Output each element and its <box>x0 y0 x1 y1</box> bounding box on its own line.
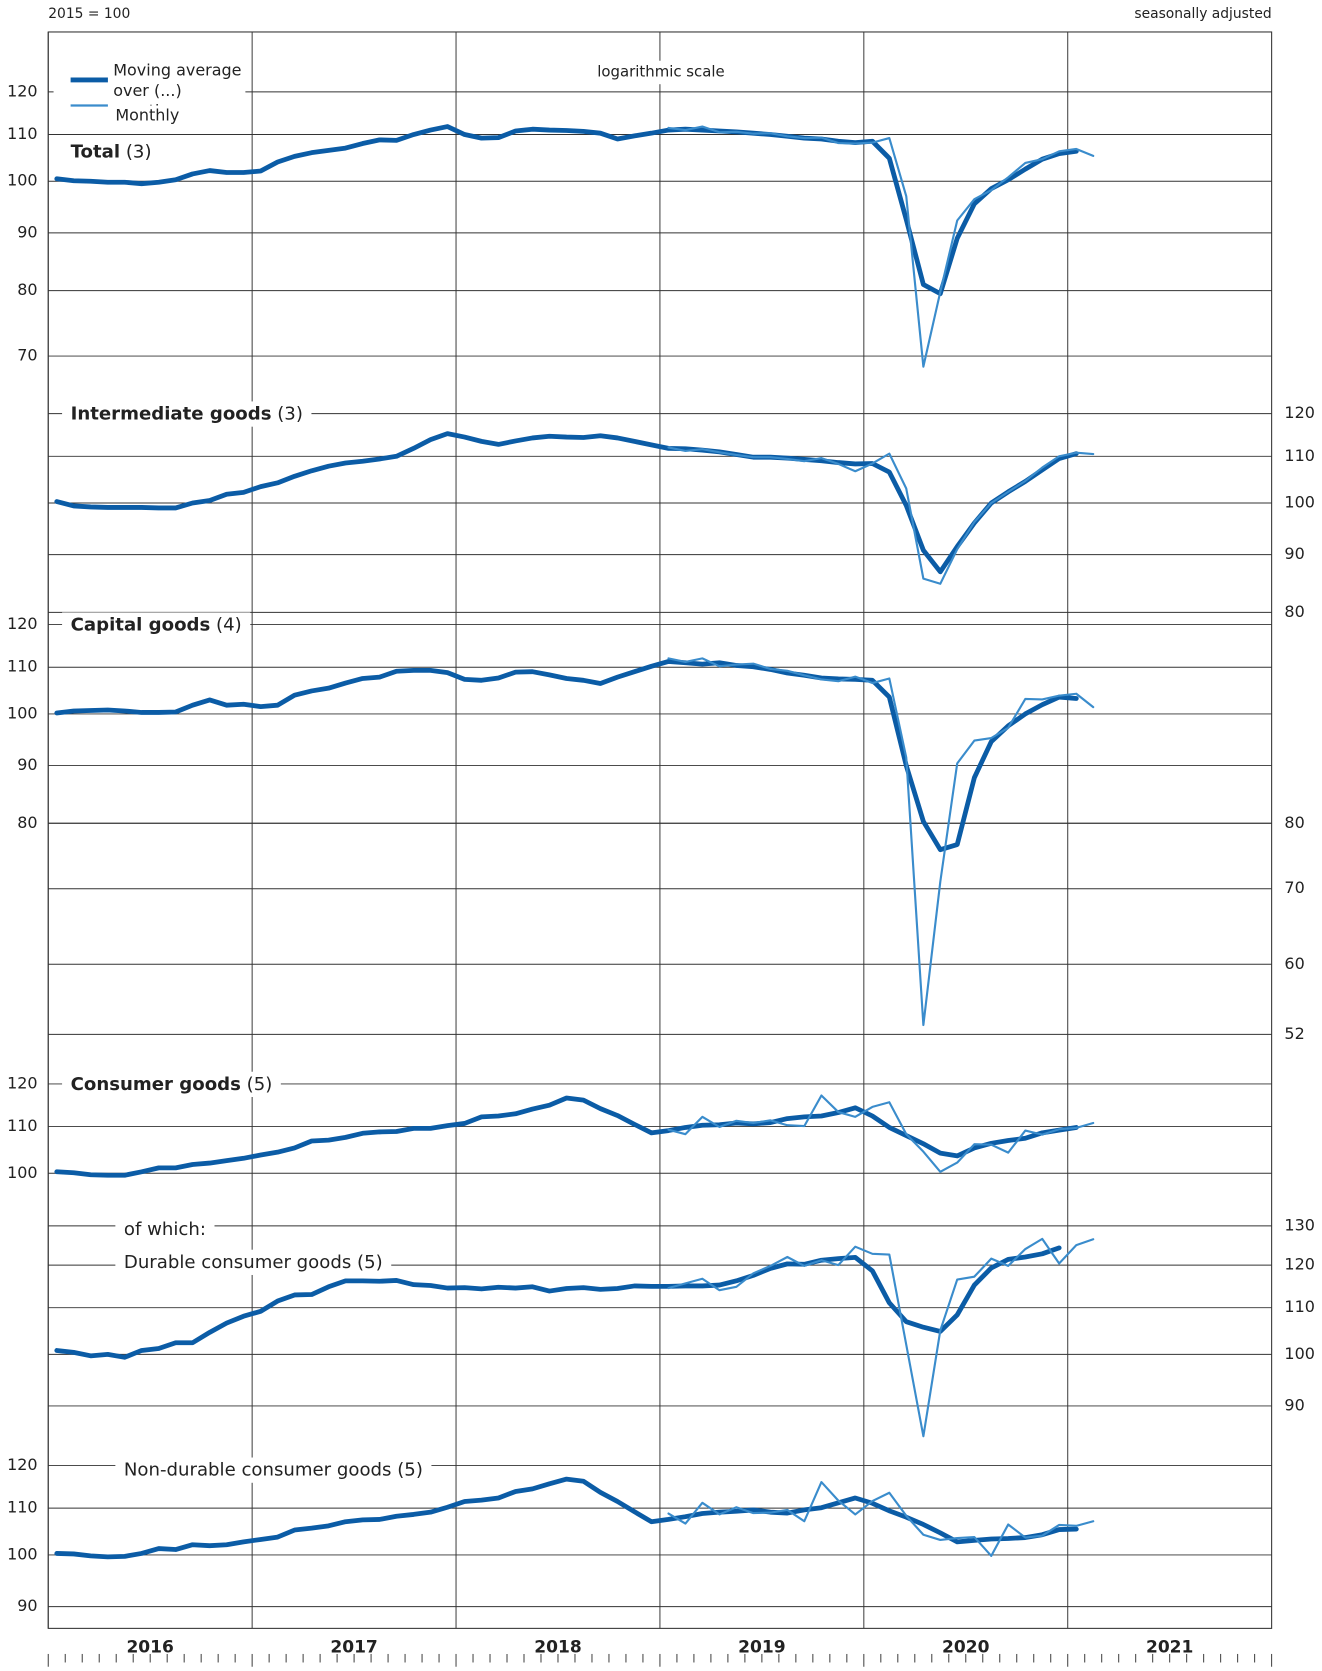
legend-bg <box>53 55 246 131</box>
panel-title-name: Non-durable consumer goods <box>124 1460 392 1481</box>
panel-title-name: Durable consumer goods <box>124 1252 351 1273</box>
label-bg <box>62 139 161 165</box>
monthly-line <box>667 125 1095 368</box>
y-tick-label: 120 <box>1284 403 1314 422</box>
moving-average-line <box>54 1476 1079 1560</box>
y-tick-label: 120 <box>7 81 37 100</box>
y-tick-label: 80 <box>1284 602 1304 621</box>
panel-title-name: Total <box>71 141 120 162</box>
moving-average-line <box>54 124 1079 297</box>
y-tick-label: 120 <box>1284 1255 1314 1274</box>
grid-layer <box>47 31 1273 1667</box>
moving-average-line <box>54 431 1079 575</box>
moving-average-line <box>54 659 1079 853</box>
label-layer: 2015 = 100 seasonally adjusted logarithm… <box>7 6 1315 1658</box>
panel-title: Intermediate goods (3) <box>71 404 303 425</box>
annotation-bg <box>584 60 738 85</box>
y-tick-label: 90 <box>17 1596 37 1615</box>
legend-entry: Moving average over (...) months <box>113 60 242 106</box>
label-bg <box>115 1249 392 1275</box>
x-tick-label: 2016 <box>126 1638 173 1658</box>
y2-tick-label: 60 <box>1284 954 1304 973</box>
y-tick-label: 120 <box>7 1073 37 1092</box>
y2-tick-label: 52 <box>1284 1024 1304 1043</box>
y-tick-label: 80 <box>17 280 37 299</box>
panel-title: Non-durable consumer goods (5) <box>124 1460 423 1481</box>
x-tick-label: 2019 <box>738 1638 785 1658</box>
y-tick-label: 90 <box>1284 544 1304 563</box>
y-tick-label: 110 <box>1284 446 1314 465</box>
y-tick-label: 90 <box>17 755 37 774</box>
panel-title-note: (4) <box>216 615 242 636</box>
y-tick-label: 100 <box>7 171 37 190</box>
monthly-line <box>667 1481 1095 1557</box>
y-tick-label: 90 <box>17 222 37 241</box>
y-tick-label: 70 <box>17 346 37 365</box>
note-left: 2015 = 100 <box>48 6 130 22</box>
panel-title: Capital goods (4) <box>71 615 242 636</box>
y-tick-label: 130 <box>1284 1215 1314 1234</box>
panel-title: Consumer goods (5) <box>71 1074 273 1095</box>
monthly-line <box>667 657 1095 1027</box>
y-tick-label: 100 <box>1284 492 1314 511</box>
panel-title-note: (3) <box>277 404 303 425</box>
x-tick-label: 2021 <box>1146 1638 1193 1658</box>
x-tick-label: 2018 <box>534 1638 581 1658</box>
y-tick-label: 110 <box>7 124 37 143</box>
label-bg <box>62 612 251 638</box>
legend-label: Moving average over (...) months <box>113 60 242 106</box>
y-tick-label: 100 <box>7 703 37 722</box>
y-tick-label: 120 <box>7 1455 37 1474</box>
annotation: logarithmic scale <box>597 62 724 80</box>
y-tick-label: 100 <box>7 1163 37 1182</box>
panel-title-note: (5) <box>357 1252 383 1273</box>
panel-prefix: of which: <box>124 1219 206 1240</box>
panel-title-name: Capital goods <box>71 615 211 636</box>
moving-average-line <box>54 1245 1062 1360</box>
panel-title: Durable consumer goods (5) <box>124 1252 383 1273</box>
series-layer <box>54 124 1095 1560</box>
y-tick-label: 110 <box>7 1116 37 1135</box>
y-tick-label: 110 <box>7 657 37 676</box>
panel-title-note: (5) <box>397 1460 423 1481</box>
panel-title-name: Intermediate goods <box>71 404 272 425</box>
x-tick-label: 2017 <box>330 1638 377 1658</box>
y-tick-label: 90 <box>1284 1395 1304 1414</box>
y-tick-label: 100 <box>7 1544 37 1563</box>
label-bg <box>62 1071 281 1098</box>
panel-title: Total (3) <box>71 141 152 162</box>
panel-title-name: Consumer goods <box>71 1074 241 1095</box>
y-tick-label: 110 <box>7 1498 37 1517</box>
panel-title-note: (3) <box>126 141 152 162</box>
y2-tick-label: 70 <box>1284 878 1304 897</box>
y-tick-label: 110 <box>1284 1297 1314 1316</box>
panel-title-note: (5) <box>247 1074 273 1095</box>
monthly-line <box>667 446 1095 585</box>
legend-label: Monthly <box>115 106 179 125</box>
note-right: seasonally adjusted <box>1134 6 1271 22</box>
y-tick-label: 80 <box>17 813 37 832</box>
y2-tick-label: 80 <box>1284 813 1304 832</box>
moving-average-line <box>54 1095 1079 1178</box>
label-bg <box>115 1216 215 1242</box>
x-tick-label: 2020 <box>942 1638 990 1658</box>
monthly-line <box>667 1237 1095 1438</box>
label-bg <box>62 401 312 427</box>
monthly-line <box>667 1094 1095 1173</box>
y-tick-label: 100 <box>1284 1344 1314 1363</box>
y-tick-label: 120 <box>7 614 37 633</box>
label-bg <box>115 1457 432 1483</box>
